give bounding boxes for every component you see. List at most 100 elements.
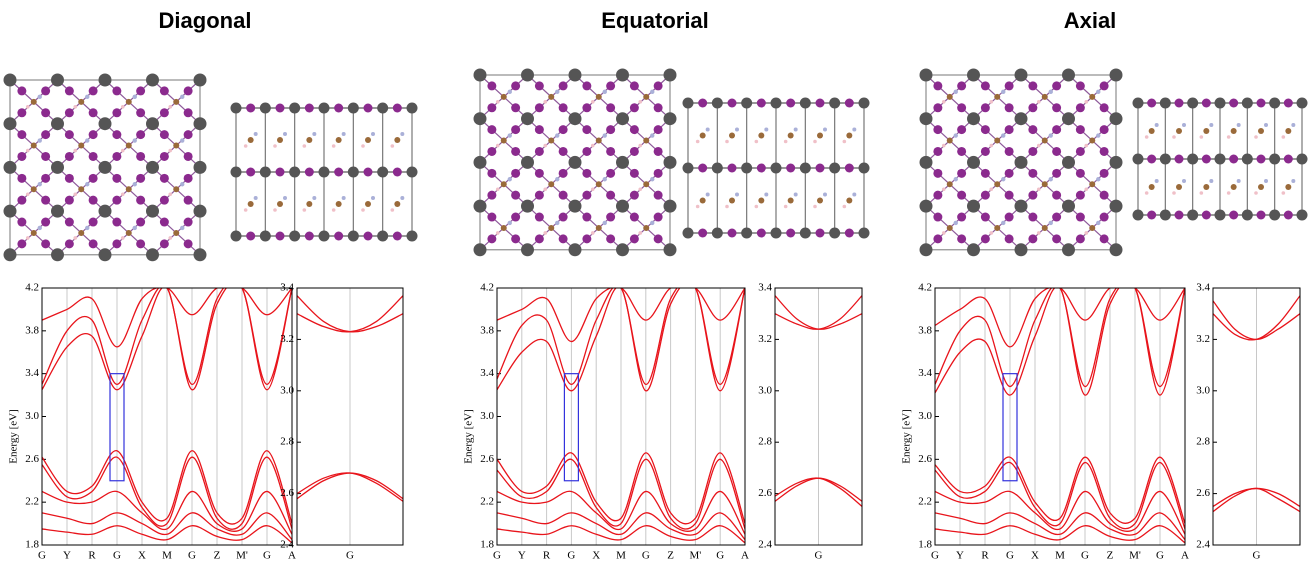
carbon-atom <box>336 137 342 143</box>
carbon-atom <box>1042 181 1048 187</box>
lead-atom <box>741 163 752 174</box>
carbon-atom <box>394 201 400 207</box>
iodine-atom <box>757 164 766 173</box>
carbon-atom <box>126 99 132 105</box>
x-tick-label: M <box>616 550 626 562</box>
x-tick-label: G <box>1081 550 1089 562</box>
iodine-atom <box>698 164 707 173</box>
iodine-atom <box>957 81 966 90</box>
iodine-atom <box>487 234 496 243</box>
hydrogen-atom <box>638 231 642 235</box>
lead-atom <box>771 163 782 174</box>
iodine-atom <box>559 81 568 90</box>
iodine-atom <box>957 103 966 112</box>
nitrogen-atom <box>133 182 137 186</box>
carbon-atom <box>994 94 1000 100</box>
y-tick-label: 2.8 <box>758 436 772 448</box>
iodine-atom <box>89 174 98 183</box>
lead-atom <box>1160 210 1171 221</box>
lead-atom <box>859 163 870 174</box>
carbon-atom <box>501 181 507 187</box>
iodine-atom <box>17 152 26 161</box>
carbon-atom <box>846 133 852 139</box>
iodine-atom <box>933 125 942 134</box>
hydrogen-atom <box>496 187 500 191</box>
lead-atom <box>712 98 723 109</box>
iodine-atom <box>17 108 26 117</box>
iodine-atom <box>1076 103 1085 112</box>
nitrogen-atom <box>1209 179 1213 183</box>
x-tick-label: Y <box>518 550 526 562</box>
lead-atom <box>920 243 933 256</box>
nitrogen-atom <box>180 226 184 230</box>
iodine-atom <box>582 125 591 134</box>
hydrogen-atom <box>1145 191 1149 195</box>
lead-atom <box>1062 200 1075 213</box>
iodine-atom <box>582 103 591 112</box>
iodine-atom <box>1284 211 1293 220</box>
lead-atom <box>800 98 811 109</box>
iodine-atom <box>65 239 74 248</box>
iodine-atom <box>582 147 591 156</box>
carbon-atom <box>947 225 953 231</box>
carbon-atom <box>336 201 342 207</box>
nitrogen-atom <box>603 177 607 181</box>
hydrogen-atom <box>942 231 946 235</box>
iodine-atom <box>112 239 121 248</box>
x-tick-label: A <box>741 550 749 562</box>
lead-atom <box>521 243 534 256</box>
nitrogen-atom <box>794 128 798 132</box>
y-tick-label: 2.6 <box>758 487 772 499</box>
iodine-atom <box>276 168 285 177</box>
iodine-atom <box>41 196 50 205</box>
lead-atom <box>741 98 752 109</box>
iodine-atom <box>933 103 942 112</box>
lead-atom <box>1062 112 1075 125</box>
carbon-atom <box>729 133 735 139</box>
hydrogen-atom <box>638 144 642 148</box>
iodine-atom <box>654 169 663 178</box>
lead-atom <box>1015 156 1028 169</box>
iodine-atom <box>160 239 169 248</box>
lead-atom <box>1187 210 1198 221</box>
lead-atom <box>683 163 694 174</box>
lead-atom <box>741 228 752 239</box>
hydrogen-atom <box>1084 187 1088 191</box>
iodine-atom <box>1076 169 1085 178</box>
hydrogen-atom <box>168 236 172 240</box>
hydrogen-atom <box>1037 187 1041 191</box>
crystal-structure <box>474 69 677 257</box>
y-tick-label: 3.2 <box>280 333 294 345</box>
nitrogen-atom <box>1291 179 1295 183</box>
iodine-atom <box>17 174 26 183</box>
nitrogen-atom <box>1182 179 1186 183</box>
iodine-atom <box>487 81 496 90</box>
iodine-atom <box>654 81 663 90</box>
carbon-atom <box>548 138 554 144</box>
lead-atom <box>967 156 980 169</box>
iodine-atom <box>606 191 615 200</box>
iodine-atom <box>112 218 121 227</box>
iodine-atom <box>41 86 50 95</box>
nitrogen-atom <box>1209 123 1213 127</box>
carbon-atom <box>277 201 283 207</box>
carbon-atom <box>643 138 649 144</box>
y-tick-label: 4.2 <box>480 282 494 294</box>
iodine-atom <box>334 168 343 177</box>
carbon-atom <box>1231 128 1237 134</box>
iodine-atom <box>654 147 663 156</box>
y-axis-label: Energy [eV] <box>8 409 20 463</box>
nitrogen-atom <box>342 132 346 136</box>
carbon-atom <box>1203 128 1209 134</box>
hydrogen-atom <box>1282 135 1286 139</box>
hydrogen-atom <box>638 100 642 104</box>
y-tick-label: 3.0 <box>25 410 39 422</box>
iodine-atom <box>1076 234 1085 243</box>
iodine-atom <box>786 99 795 108</box>
nitrogen-atom <box>650 90 654 94</box>
nitrogen-atom <box>555 221 559 225</box>
iodine-atom <box>112 174 121 183</box>
y-tick-label: 2.2 <box>918 496 932 508</box>
iodine-atom <box>246 232 255 241</box>
iodine-atom <box>41 152 50 161</box>
